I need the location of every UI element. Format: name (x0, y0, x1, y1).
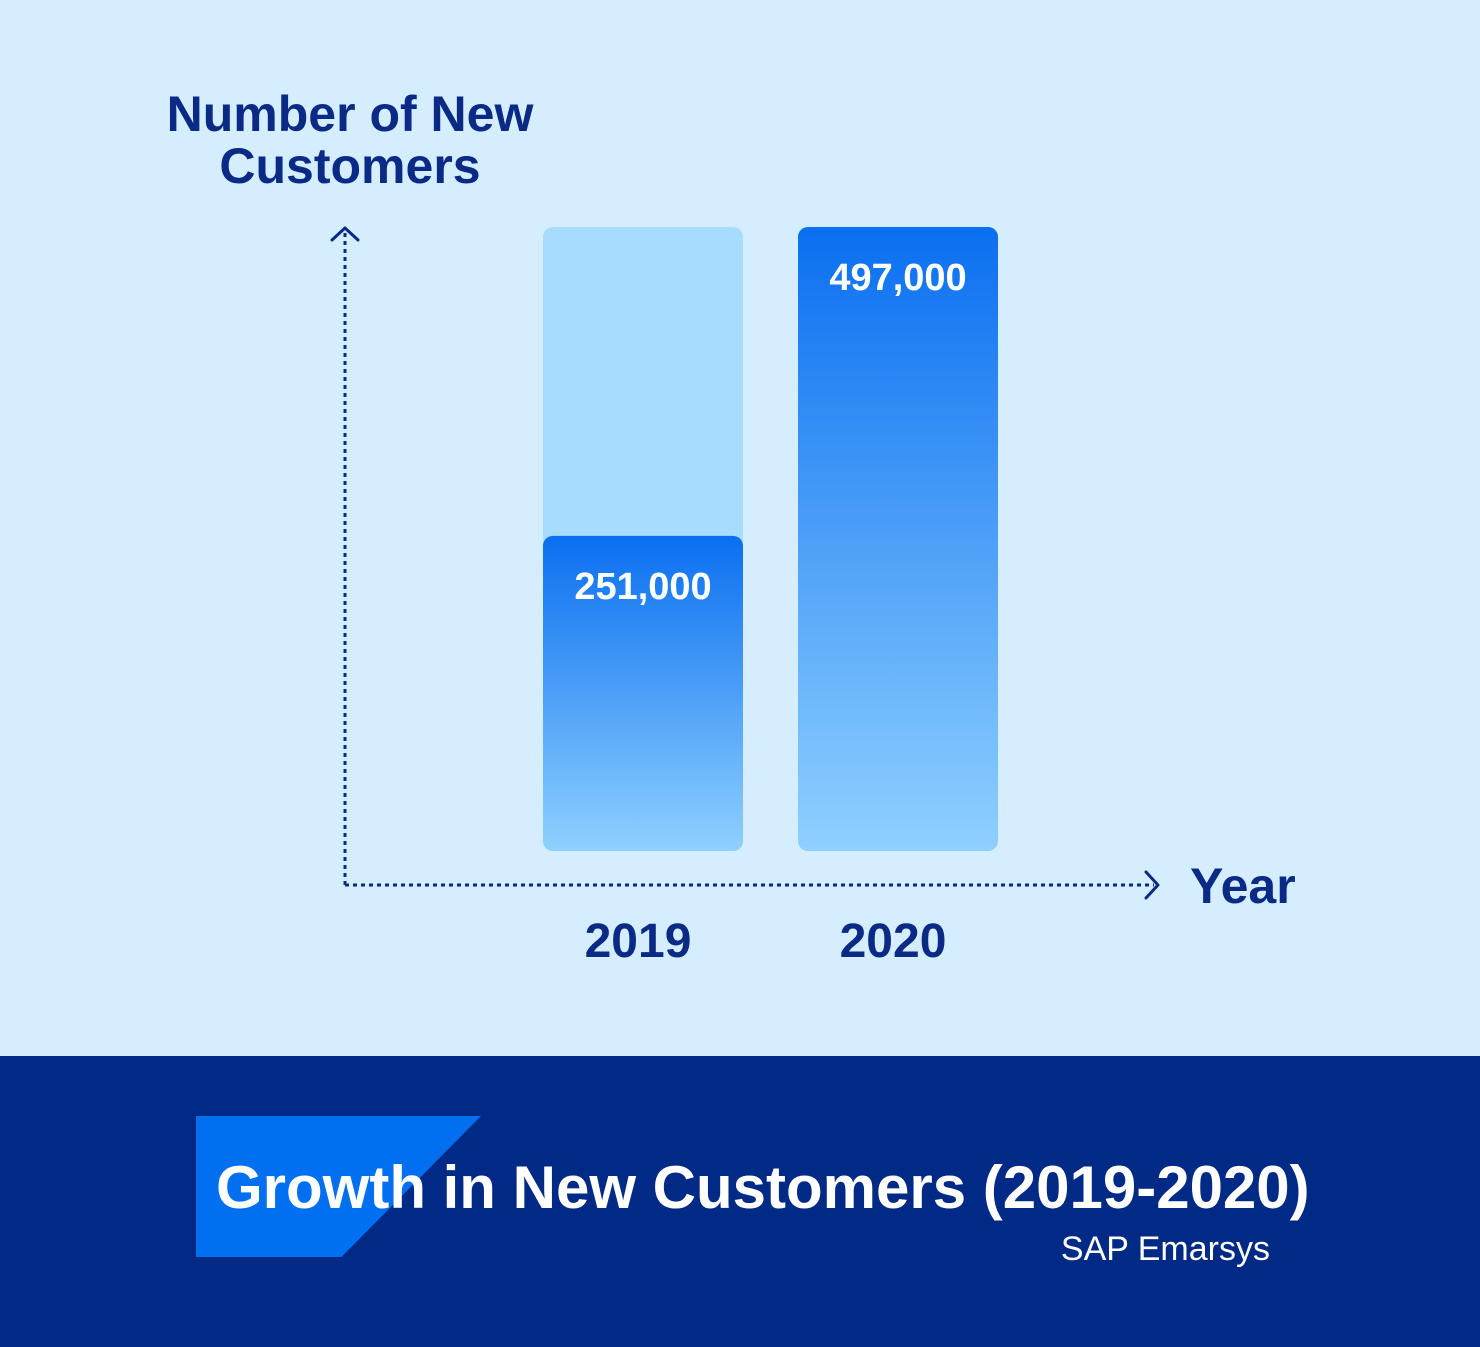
x-axis-label: Year (1190, 858, 1296, 914)
x-tick-label: 2020 (840, 915, 947, 968)
y-axis-arrow-icon (330, 226, 360, 242)
y-axis-label-line-1: Number of New (166, 86, 534, 142)
x-axis-arrow-icon (1144, 870, 1160, 900)
chart-title: Growth in New Customers (2019-2020) (216, 1154, 1310, 1221)
bar-2020 (798, 227, 998, 851)
bar-value-label: 251,000 (574, 566, 711, 608)
source-credit: SAP Emarsys (1060, 1230, 1270, 1268)
footer-banner: Growth in New Customers (2019-2020) SAP … (0, 1056, 1480, 1347)
bar-chart: 251,000 2019 497,000 2020 (330, 226, 1160, 968)
x-tick-label: 2019 (585, 915, 692, 968)
y-axis-label-line-2: Customers (219, 138, 481, 194)
y-axis-label: Number of New Customers (150, 88, 550, 192)
bar-2019 (543, 535, 743, 851)
bar-value-label: 497,000 (829, 257, 966, 299)
